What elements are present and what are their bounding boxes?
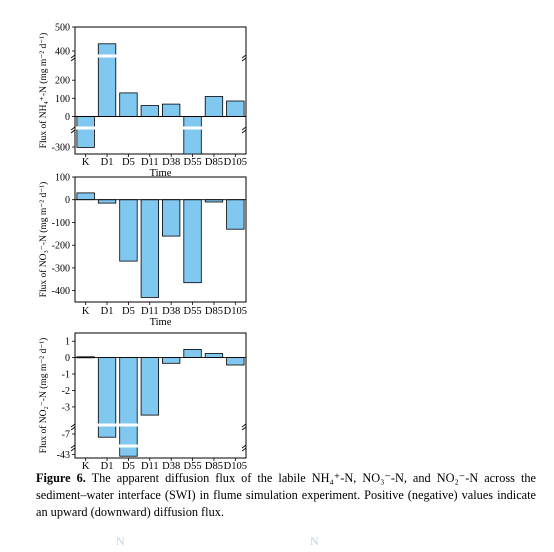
bar-D5: [119, 92, 138, 117]
bar-D38: [161, 103, 181, 117]
x-tick-label-K: K: [82, 157, 90, 168]
figure-caption: Figure 6. The apparent diffusion flux of…: [36, 470, 536, 521]
axis-break-mark-left: [70, 444, 76, 452]
x-tick-label-D85: D85: [205, 306, 223, 317]
x-tick-label-D11: D11: [141, 306, 159, 317]
y-tick-label: -300: [52, 263, 70, 274]
bar-D38: [161, 199, 181, 237]
axis-break-mark-right: [241, 54, 247, 62]
bar-D55: [183, 348, 202, 358]
x-tick-label-D1: D1: [101, 157, 114, 168]
y-tick-label: 100: [55, 94, 70, 105]
x-tick-label-D11: D11: [141, 461, 159, 470]
break-gap-2: [76, 126, 245, 130]
chart-panel-1: 500 400 200 100 0 -300 K D1 D5 D11 D38 D55 D85 D105 Ti…: [38, 23, 247, 180]
plot-frame: [74, 176, 247, 303]
caption-label: Figure 6.: [36, 471, 86, 485]
footer-mark-right: N: [310, 534, 319, 548]
y-tick-label: -43: [57, 450, 70, 461]
y-tick-label: -1: [62, 370, 70, 381]
chart-panel-3: 10-1-2-3-7-43KD1D5D11D38D55D85D105TimeFl…: [38, 332, 247, 481]
y-tick-label: 500: [55, 23, 70, 34]
break-gap-2: [76, 444, 245, 448]
chart-panel-2: 100 0 -100 -200 -300 -400 K D1 D5 D11 D38 D55 D85 D10…: [38, 173, 247, 329]
bar-D85: [204, 96, 224, 117]
break-gap-1: [76, 423, 245, 427]
axis-break-mark-right: [241, 126, 247, 134]
x-tick-label-D105: D105: [224, 157, 247, 168]
break-gap-1: [76, 54, 245, 58]
axis-break-mark-left: [70, 54, 76, 62]
y-tick-label: -200: [52, 241, 70, 252]
y-tick-label: 0: [65, 195, 70, 206]
axis-break-mark-left: [70, 126, 76, 134]
y-tick-label: 1: [65, 337, 70, 348]
x-tick-label-D85: D85: [205, 157, 223, 168]
bar-D5: [119, 357, 138, 457]
bar-K: [76, 192, 95, 201]
x-tick-label-D5: D5: [122, 306, 135, 317]
plot-frame: [74, 332, 247, 459]
bar-K: [76, 116, 95, 148]
caption-text: The apparent diffusion flux of the labil…: [36, 471, 536, 519]
x-tick-label-D5: D5: [122, 157, 135, 168]
y-tick-label: 400: [55, 47, 70, 58]
bar-D11: [140, 357, 160, 416]
bar-D38: [161, 357, 181, 364]
plot-frame: [74, 26, 247, 155]
bar-D11: [140, 199, 160, 298]
axis-break-mark-left: [70, 423, 76, 431]
x-tick-label-K: K: [82, 461, 90, 470]
x-tick-label-D5: D5: [122, 461, 135, 470]
y-axis-title: Flux of NH₄⁺-N (mg m⁻² d⁻¹): [38, 33, 49, 149]
figure: 500 400 200 100 0 -300 K D1 D5 D11 D38 D55 D85 D105 Ti…: [38, 23, 247, 482]
y-tick-label: -2: [62, 386, 70, 397]
bar-D55: [183, 116, 202, 155]
y-tick-label: -400: [52, 286, 70, 297]
bar-D1: [97, 199, 117, 204]
y-axis-title: Flux of NO₃⁻-N (mg m⁻² d⁻¹): [38, 182, 49, 298]
x-tick-label-D85: D85: [205, 461, 223, 470]
x-tick-label-D1: D1: [101, 306, 114, 317]
x-tick-label-D38: D38: [162, 306, 180, 317]
y-tick-label: 200: [55, 76, 70, 87]
x-axis-title: Time: [150, 317, 172, 328]
x-tick-label-D105: D105: [224, 306, 247, 317]
x-tick-label-D38: D38: [162, 157, 180, 168]
y-axis-title: Flux of NO₂⁻-N (mg m⁻² d⁻¹): [38, 338, 49, 454]
bar-D105: [226, 100, 245, 117]
axis-break-mark-right: [241, 423, 247, 431]
x-axis-title: Time: [150, 168, 172, 179]
x-tick-label-D105: D105: [224, 461, 247, 470]
y-tick-label: -3: [62, 402, 70, 413]
y-tick-label: -7: [62, 430, 70, 441]
bar-D55: [183, 199, 202, 284]
axis-break-mark-right: [241, 444, 247, 452]
y-tick-label: 0: [65, 112, 70, 123]
x-tick-label-D55: D55: [184, 461, 202, 470]
x-tick-label-D55: D55: [184, 306, 202, 317]
x-tick-label-D1: D1: [101, 461, 114, 470]
x-tick-label-D38: D38: [162, 461, 180, 470]
x-tick-label-D11: D11: [141, 157, 159, 168]
y-tick-label: 100: [55, 173, 70, 184]
bar-D5: [119, 199, 138, 262]
page-footer: N N: [0, 530, 554, 552]
bar-D105: [226, 357, 245, 366]
bar-D11: [140, 105, 160, 117]
x-tick-label-K: K: [82, 306, 90, 317]
y-tick-label: 0: [65, 353, 70, 364]
y-tick-label: -300: [52, 143, 70, 154]
footer-mark-left: N: [116, 534, 125, 548]
y-tick-label: -100: [52, 218, 70, 229]
x-tick-label-D55: D55: [184, 157, 202, 168]
bar-D105: [226, 199, 245, 230]
bar-D85: [204, 353, 224, 358]
